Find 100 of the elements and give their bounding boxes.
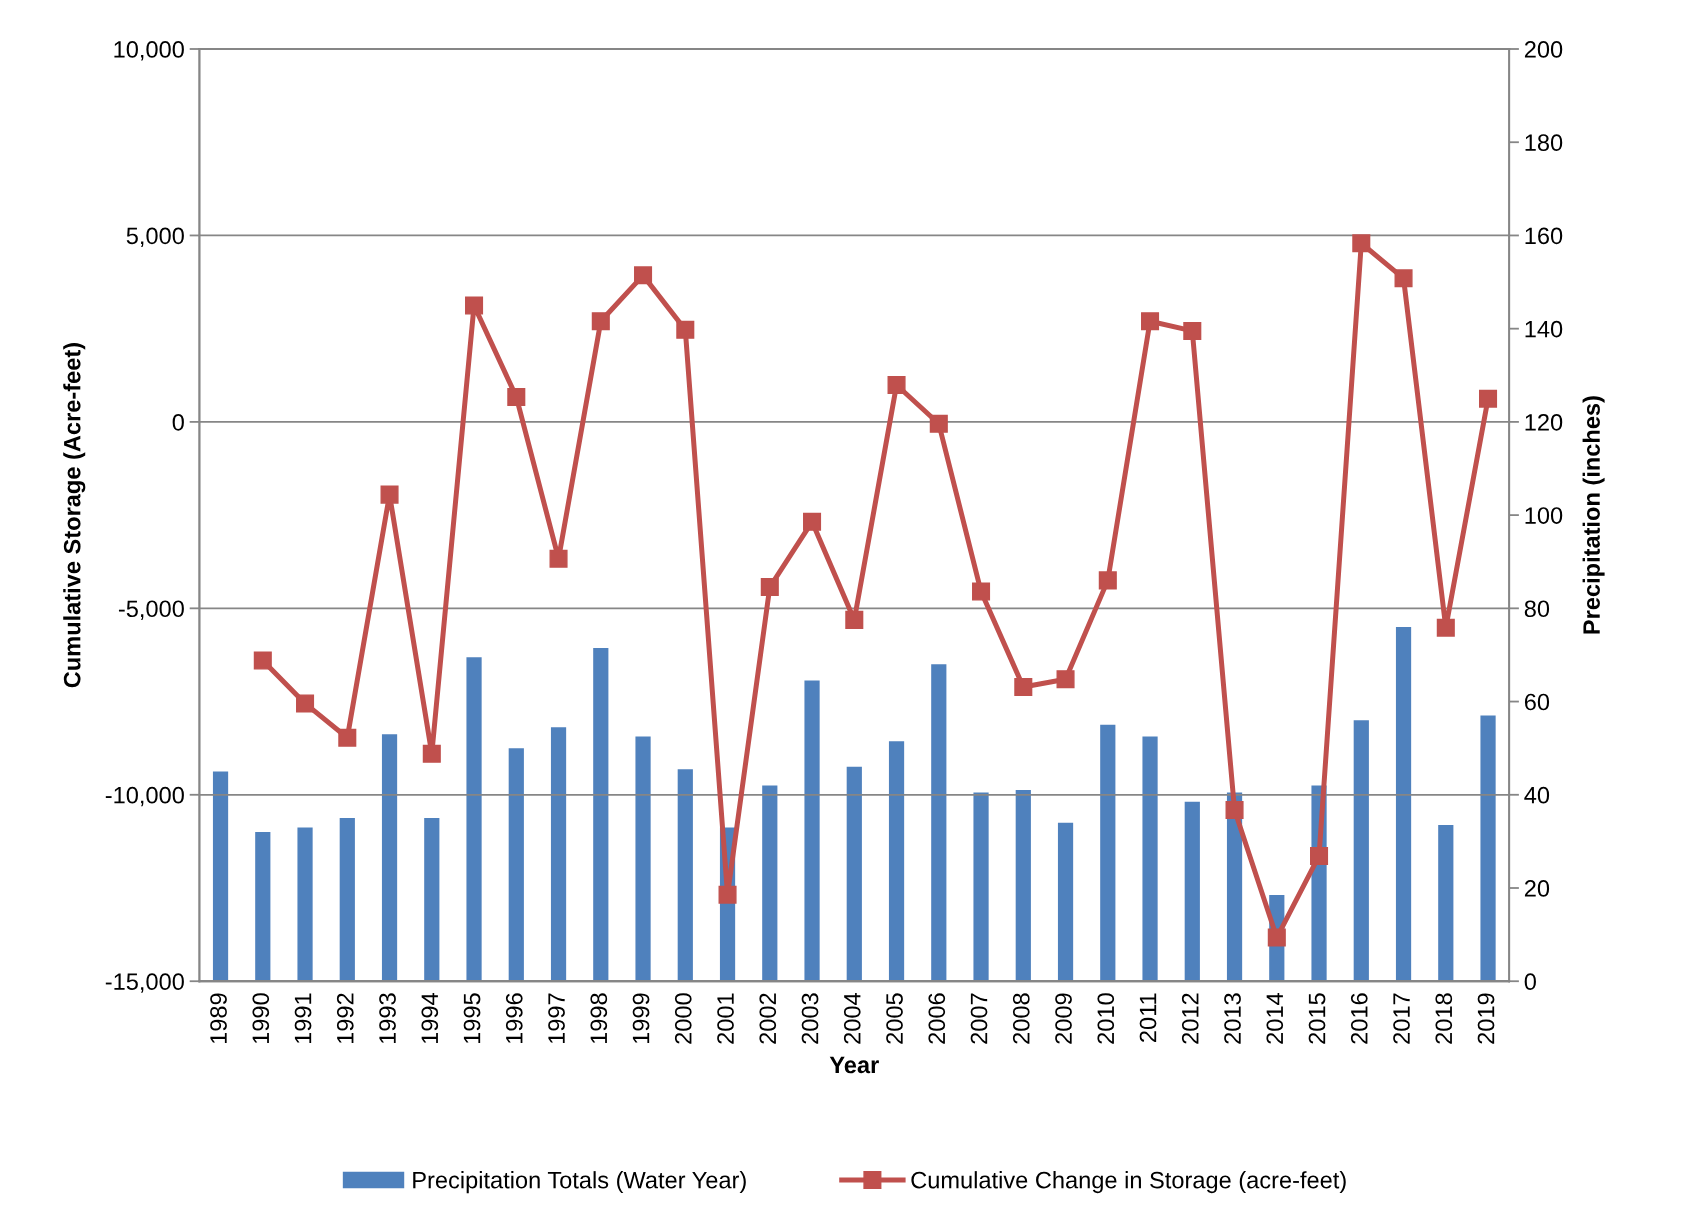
point <box>549 549 568 568</box>
bar <box>255 832 271 982</box>
point <box>422 744 441 763</box>
x-tick-label: 1991 <box>294 993 312 1044</box>
x-tick-label: 1990 <box>252 993 270 1044</box>
point <box>338 728 357 747</box>
x-tick-label: 1994 <box>421 993 439 1044</box>
y2-tick-label: 0 <box>1524 973 1536 991</box>
x-tick-label: 1989 <box>210 993 227 1044</box>
x-tick-label: 1992 <box>336 993 354 1044</box>
x-tick-label: 2001 <box>717 993 734 1044</box>
bar <box>804 680 820 982</box>
bar <box>212 771 229 982</box>
point <box>760 578 779 597</box>
point <box>718 885 737 904</box>
x-tick-label: 1995 <box>463 993 481 1044</box>
y2-tick-label: 120 <box>1525 413 1563 431</box>
bar <box>931 664 947 982</box>
bar <box>339 818 355 982</box>
point <box>1394 269 1413 288</box>
bar <box>762 785 778 982</box>
point <box>972 582 991 601</box>
bar <box>677 769 693 982</box>
point <box>1225 801 1244 820</box>
y2-tick-label: 160 <box>1525 227 1563 245</box>
x-tick-label: 2003 <box>801 993 819 1044</box>
point <box>591 312 610 331</box>
y2-tick-label: 40 <box>1524 786 1550 804</box>
x-tick-label: 2007 <box>970 993 988 1044</box>
bar <box>1057 822 1074 982</box>
x-tick-label: 2006 <box>928 993 946 1044</box>
point <box>507 387 526 406</box>
point <box>1056 670 1075 689</box>
bar <box>508 748 524 982</box>
x-tick-label: 2000 <box>674 993 692 1044</box>
y2-tick-label: 20 <box>1524 880 1550 897</box>
x-tick-label: 2010 <box>1097 993 1115 1044</box>
bar <box>888 741 905 982</box>
point <box>1352 234 1371 253</box>
x-tick-label: 2005 <box>886 993 903 1044</box>
y-tick-label: 10,000 <box>114 41 184 61</box>
point <box>676 320 695 339</box>
x-tick-label: 2004 <box>843 993 861 1044</box>
bar <box>1353 720 1369 982</box>
point <box>929 414 948 433</box>
x-tick-label: 2017 <box>1393 993 1410 1044</box>
x-axis-title: Year <box>829 1056 879 1074</box>
point <box>1014 677 1033 697</box>
point <box>1183 321 1202 340</box>
x-tick-label: 1999 <box>632 993 650 1044</box>
y2-tick-label: 180 <box>1525 134 1563 152</box>
x-tick-label: 2009 <box>1055 993 1072 1044</box>
x-tick-label: 2014 <box>1266 993 1284 1044</box>
point <box>465 296 484 315</box>
x-tick-label: 1998 <box>590 993 608 1044</box>
x-tick-label: 2013 <box>1224 993 1241 1044</box>
x-tick-label: 1997 <box>548 993 565 1044</box>
point <box>887 375 906 395</box>
point <box>634 266 653 285</box>
x-tick-label: 1993 <box>379 993 396 1044</box>
bar <box>1438 825 1454 982</box>
x-tick-label: 1996 <box>505 993 523 1044</box>
point <box>296 694 315 713</box>
y2-tick-label: 60 <box>1524 693 1550 711</box>
bar <box>297 827 313 982</box>
x-tick-label: 2002 <box>759 993 777 1044</box>
point <box>845 610 864 629</box>
y-axis-title: Cumulative Storage (Acre-feet) <box>63 343 86 688</box>
legend-label: Cumulative Change in Storage (acre-feet) <box>911 1171 1346 1194</box>
y-tick-label: 0 <box>172 413 184 431</box>
x-tick-label: 2019 <box>1477 993 1495 1044</box>
x-tick-label: 2011 <box>1139 993 1157 1042</box>
bar <box>1015 790 1031 982</box>
y2-tick-label: 140 <box>1525 320 1563 338</box>
point <box>1141 312 1160 331</box>
bar <box>466 657 482 982</box>
point <box>253 651 272 670</box>
bar <box>1100 724 1116 982</box>
point <box>380 485 399 504</box>
bar <box>1142 736 1158 982</box>
bar <box>1480 715 1496 982</box>
point <box>1267 928 1286 947</box>
point <box>803 512 822 531</box>
y2-tick-label: 200 <box>1524 41 1563 58</box>
y-tick-label: -15,000 <box>105 973 184 993</box>
y-tick-label: -10,000 <box>105 786 184 807</box>
bar <box>635 736 651 982</box>
x-tick-label: 2015 <box>1308 993 1326 1044</box>
point <box>1098 571 1117 590</box>
bar <box>381 734 398 982</box>
x-tick-label: 2012 <box>1181 993 1199 1044</box>
point <box>1310 846 1329 865</box>
bar <box>424 818 440 982</box>
y-tick-label: 5,000 <box>126 227 184 248</box>
x-tick-label: 2016 <box>1350 993 1368 1044</box>
bar <box>973 792 989 982</box>
bar <box>593 647 609 982</box>
bar <box>550 727 567 982</box>
point <box>1479 389 1498 408</box>
x-tick-label: 2008 <box>1012 993 1030 1044</box>
